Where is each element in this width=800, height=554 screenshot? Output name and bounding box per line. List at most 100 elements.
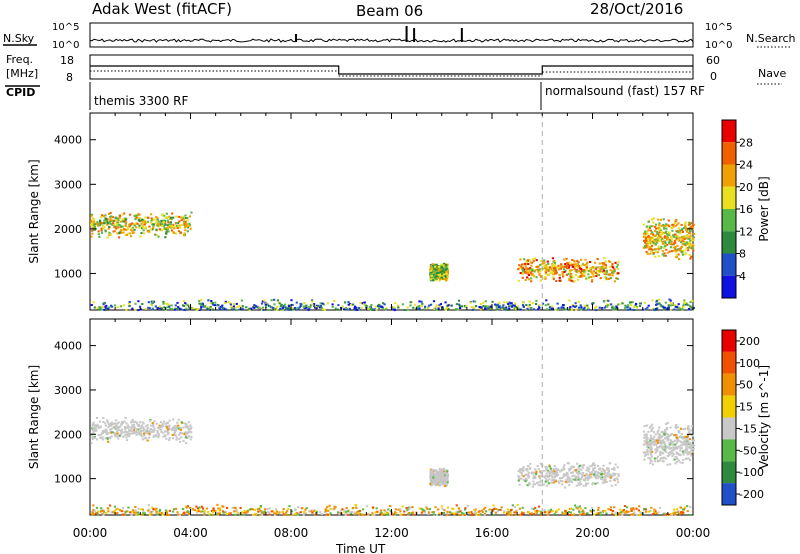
echo-cell (649, 462, 652, 465)
colorbar-tick-label: 24 (739, 159, 753, 172)
echo-cell (175, 507, 178, 510)
echo-cell (529, 269, 532, 272)
echo-cell (619, 511, 623, 514)
colorbar-tick-label: 200 (739, 335, 760, 348)
echo-cell (150, 431, 153, 434)
echo-cell (603, 275, 607, 278)
echo-cell (112, 230, 115, 233)
echo-cell (688, 236, 691, 239)
echo-cell (219, 305, 222, 308)
echo-cell (311, 303, 314, 306)
echo-cell (259, 513, 262, 516)
echo-cell (584, 269, 587, 272)
echo-cell (621, 513, 624, 516)
echo-cell (166, 219, 169, 222)
echo-cell (152, 227, 155, 230)
echo-cell (554, 272, 557, 275)
echo-cell (446, 270, 449, 273)
echo-cell (210, 513, 213, 516)
echo-cell (580, 468, 583, 471)
echo-cell (164, 236, 167, 239)
echo-cell (148, 307, 151, 310)
echo-cell (222, 307, 225, 310)
echo-cell (576, 462, 579, 465)
echo-cell (148, 225, 151, 228)
echo-cell (207, 308, 210, 311)
echo-cell (601, 262, 604, 265)
echo-cell (323, 308, 326, 311)
echo-cell (654, 433, 657, 436)
echo-cell (205, 507, 208, 510)
echo-cell (580, 275, 583, 278)
echo-cell (595, 512, 598, 515)
echo-cell (591, 482, 594, 485)
echo-cell (166, 306, 169, 309)
echo-cell (377, 305, 380, 307)
echo-cell (565, 257, 568, 260)
echo-cell (436, 266, 439, 269)
echo-cell (459, 307, 462, 309)
echo-cell (529, 267, 532, 270)
echo-cell (687, 246, 691, 249)
echo-cell (624, 307, 627, 309)
echo-cell (681, 231, 684, 233)
echo-cell (595, 305, 598, 308)
echo-cell (548, 307, 551, 310)
echo-cell (309, 306, 312, 309)
nsky-tick-bottom: 10^0 (52, 40, 79, 51)
echo-cell (551, 510, 554, 513)
echo-cell (684, 435, 687, 438)
echo-cell (190, 431, 193, 434)
echo-cell (116, 306, 119, 309)
echo-cell (253, 513, 256, 516)
echo-cell (285, 307, 288, 310)
echo-cell (235, 309, 238, 312)
echo-cell (482, 301, 485, 304)
echo-cell (597, 472, 600, 475)
echo-cell (533, 308, 536, 311)
echo-cell (606, 278, 609, 281)
echo-cell (630, 509, 633, 512)
echo-cell (655, 303, 658, 306)
echo-cell (658, 224, 661, 227)
echo-cell (174, 427, 177, 430)
echo-cell (565, 308, 568, 311)
echo-cell (555, 509, 558, 512)
echo-cell (579, 271, 582, 274)
echo-cell (150, 219, 153, 222)
echo-cell (610, 303, 613, 306)
echo-cell (681, 461, 684, 464)
echo-cell (344, 513, 347, 516)
echo-cell (433, 267, 436, 270)
echo-cell (618, 303, 621, 306)
echo-cell (134, 511, 137, 514)
echo-cell (661, 250, 664, 253)
echo-cell (578, 505, 582, 508)
echo-cell (214, 509, 217, 512)
echo-cell (581, 269, 584, 272)
echo-cell (671, 303, 674, 306)
echo-cell (178, 226, 181, 229)
echo-cell (439, 278, 442, 281)
echo-cell (613, 306, 616, 309)
echo-cell (92, 301, 95, 304)
colorbar-swatch (722, 483, 736, 505)
echo-cell (441, 481, 444, 484)
echo-cell (160, 219, 163, 222)
echo-cell (645, 440, 648, 443)
echo-cell (157, 220, 160, 223)
echo-cell (117, 226, 120, 229)
echo-cell (273, 298, 276, 301)
echo-cell (538, 306, 541, 309)
echo-cell (418, 507, 421, 510)
echo-cell (608, 260, 611, 263)
echo-cell (565, 267, 568, 270)
echo-cell (444, 472, 447, 475)
echo-cell (566, 462, 569, 465)
echo-cell (683, 300, 686, 303)
echo-cell (355, 511, 358, 514)
echo-cell (182, 215, 185, 218)
echo-cell (113, 226, 116, 229)
echo-cell (450, 304, 453, 307)
echo-cell (445, 267, 448, 270)
